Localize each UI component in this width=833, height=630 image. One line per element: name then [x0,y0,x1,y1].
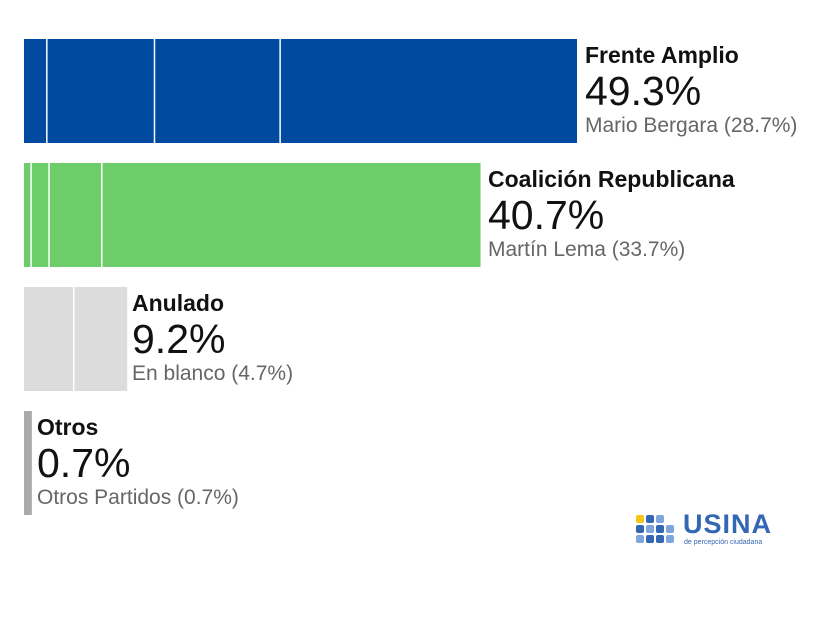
bar-segment [47,39,156,143]
bar-otros [24,411,32,515]
party-percentage: 40.7% [488,192,605,238]
party-name: Otros [37,414,99,440]
bar-segment [102,163,481,267]
party-name: Frente Amplio [585,42,739,68]
leader-label: Otros Partidos (0.7%) [37,486,239,509]
bar-segment [24,411,32,515]
bar-segment [31,163,50,267]
bar-anulado [24,287,128,391]
usina-logo-wordmark: USINA [683,509,773,539]
label-anulado: Anulado 9.2% En blanco (4.7%) [132,289,293,387]
bar-coalición-republicana [24,163,481,267]
leader-label: En blanco (4.7%) [132,362,294,385]
bar-segment [74,287,128,391]
party-percentage: 49.3% [585,68,702,114]
bar-frente-amplio [24,39,577,143]
leader-label: Martín Lema (33.7%) [488,238,686,261]
leader-label: Mario Bergara (28.7%) [585,114,798,137]
usina-logo-icon [636,515,674,543]
usina-logo-tagline: de percepción ciudadana [684,539,763,546]
bar-segment [49,163,103,267]
label-frente-amplio: Frente Amplio 49.3% Mario Bergara (28.7%… [585,41,797,139]
bar-segment [280,39,577,143]
party-percentage: 0.7% [37,440,131,486]
bar-segment [24,287,75,391]
label-otros: Otros 0.7% Otros Partidos (0.7%) [37,413,239,511]
party-name: Anulado [132,290,224,316]
bar-segment [24,163,32,267]
party-name: Coalición Republicana [488,166,735,192]
usina-logo: USINA de percepción ciudadana [636,509,796,552]
bar-segment [155,39,281,143]
party-percentage: 9.2% [132,316,226,362]
bar-segment [24,39,48,143]
label-coalicion-republicana: Coalición Republicana 40.7% Martín Lema … [488,165,735,263]
